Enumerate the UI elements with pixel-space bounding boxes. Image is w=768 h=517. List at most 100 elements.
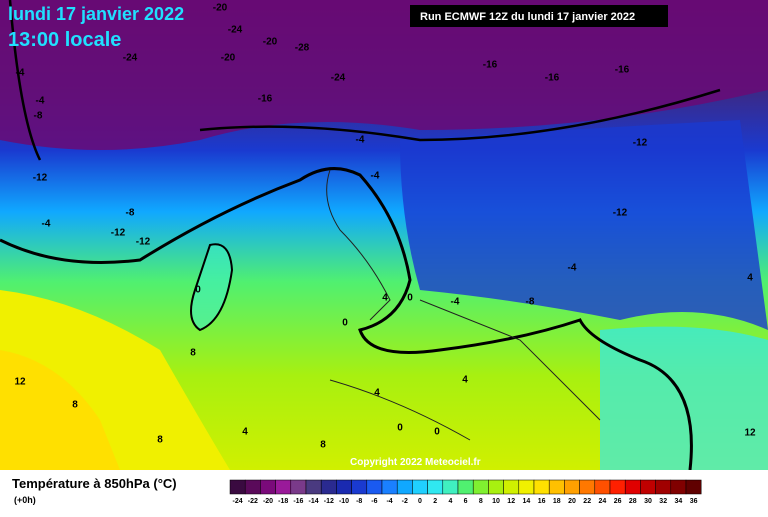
contour-label: 4 <box>462 375 468 386</box>
legend-tick: -4 <box>386 498 392 505</box>
color-swatch <box>503 479 520 495</box>
legend-tick: 14 <box>523 498 531 505</box>
legend-tick: -24 <box>233 498 243 505</box>
legend-tick: 6 <box>464 498 468 505</box>
color-swatch <box>457 479 474 495</box>
legend-tick: 20 <box>568 498 576 505</box>
contour-label: -16 <box>615 65 630 76</box>
color-swatch <box>229 479 246 495</box>
legend-tick: 12 <box>507 498 515 505</box>
color-swatch <box>244 479 261 495</box>
legend-tick: -16 <box>293 498 303 505</box>
legend-tick: 4 <box>448 498 452 505</box>
contour-label: -4 <box>36 96 45 107</box>
copyright: Copyright 2022 Meteociel.fr <box>350 457 481 468</box>
contour <box>190 243 234 332</box>
legend-tick: 8 <box>479 498 483 505</box>
warm-zone <box>0 350 120 470</box>
contour-label: -12 <box>136 237 151 248</box>
color-swatch <box>548 479 565 495</box>
contour-label: -8 <box>526 297 535 308</box>
legend-tick: 0 <box>418 498 422 505</box>
contour-label: -24 <box>123 53 138 64</box>
contour-label: 8 <box>157 435 163 446</box>
run-box <box>410 5 668 27</box>
color-swatch <box>336 479 352 495</box>
color-swatch <box>518 479 535 495</box>
contour-label: -16 <box>258 94 273 105</box>
legend-tick: 34 <box>675 498 683 505</box>
contour-label: 0 <box>407 293 413 304</box>
color-swatch <box>670 479 687 495</box>
contour <box>8 0 721 161</box>
legend-tick: -12 <box>324 498 334 505</box>
legend-tick: 16 <box>538 498 546 505</box>
color-swatch <box>564 479 580 495</box>
legend-tick: -22 <box>248 498 258 505</box>
contour-label: -4 <box>451 297 460 308</box>
color-swatch <box>396 479 413 495</box>
contour-label: -8 <box>34 111 43 122</box>
contour-label: -12 <box>111 228 126 239</box>
contour-label: 8 <box>190 348 196 359</box>
cold-zone <box>400 120 768 330</box>
legend-tick: 10 <box>492 498 500 505</box>
contour-label: -24 <box>228 25 243 36</box>
contour-label: -12 <box>633 138 648 149</box>
legend-tick: 2 <box>433 498 437 505</box>
contour <box>0 167 693 471</box>
contour-label: 0 <box>397 423 403 434</box>
contour-label: 0 <box>195 285 201 296</box>
color-swatch <box>260 479 276 495</box>
color-swatch <box>290 479 307 495</box>
contour-label: 4 <box>382 293 388 304</box>
color-swatch <box>624 479 641 495</box>
contour-label: -20 <box>221 53 236 64</box>
contour-label: -8 <box>126 208 135 219</box>
legend-tick: 26 <box>614 498 622 505</box>
legend-tick: -20 <box>263 498 273 505</box>
legend-tick: 24 <box>599 498 607 505</box>
legend-tick: -10 <box>339 498 349 505</box>
contour-label: 0 <box>342 318 348 329</box>
color-swatch <box>351 479 368 495</box>
color-swatch <box>533 479 550 495</box>
contour-label: -4 <box>371 171 380 182</box>
color-swatch <box>412 479 428 495</box>
contour-label: -20 <box>263 37 278 48</box>
contour-label: -16 <box>545 73 560 84</box>
color-swatch <box>609 479 626 495</box>
legend-tick: 28 <box>629 498 637 505</box>
color-swatch <box>442 479 459 495</box>
contour-label: 12 <box>744 428 756 439</box>
contour-label: 4 <box>374 388 380 399</box>
color-swatch <box>305 479 322 495</box>
color-swatch <box>640 479 656 495</box>
legend-tick: 32 <box>659 498 667 505</box>
color-swatch <box>381 479 398 495</box>
legend-tick: -6 <box>371 498 377 505</box>
color-swatch <box>427 479 444 495</box>
color-swatch <box>594 479 611 495</box>
legend-tick: -18 <box>278 498 288 505</box>
contour-label: -4 <box>356 135 365 146</box>
contour-label: 8 <box>72 400 78 411</box>
contour-label: -4 <box>16 68 25 79</box>
color-swatch <box>685 479 702 495</box>
contour-label: 8 <box>320 440 326 451</box>
contour-label: -12 <box>33 173 48 184</box>
color-swatch <box>472 479 489 495</box>
contour-label: -12 <box>613 208 628 219</box>
date-title: lundi 17 janvier 2022 <box>8 4 184 24</box>
legend-tick: 36 <box>690 498 698 505</box>
cold-zone <box>0 0 768 150</box>
contour-label: -20 <box>213 3 228 14</box>
time-title: 13:00 locale <box>8 29 121 51</box>
contour-label: -16 <box>483 60 498 71</box>
color-swatch <box>579 479 596 495</box>
legend-tick: -8 <box>356 498 362 505</box>
color-swatch <box>366 479 383 495</box>
legend-title: Température à 850hPa (°C) <box>12 476 177 491</box>
legend-tick: 18 <box>553 498 561 505</box>
